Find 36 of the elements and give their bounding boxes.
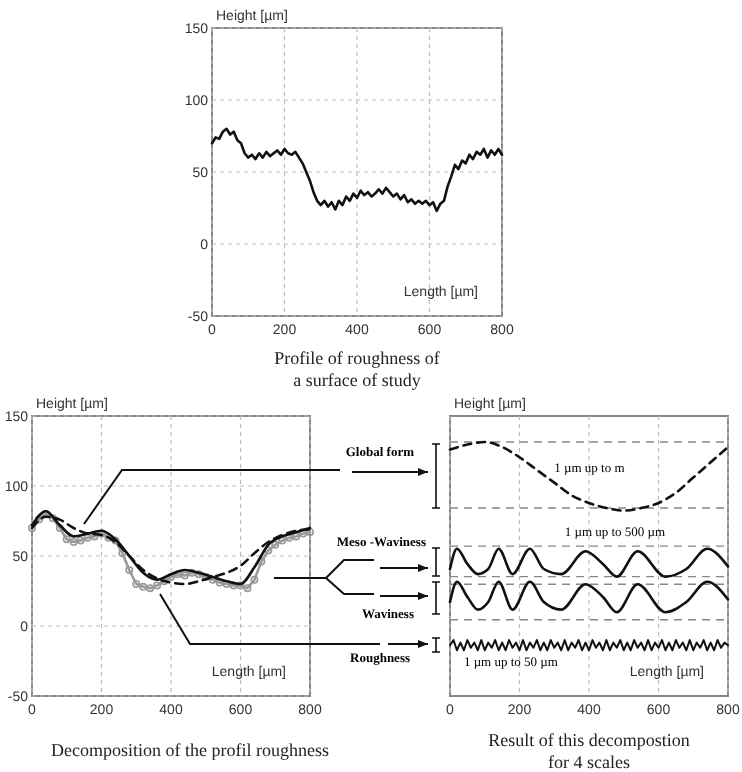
point xyxy=(125,566,134,574)
point xyxy=(250,575,259,584)
point xyxy=(76,536,85,545)
point xyxy=(69,538,78,546)
point xyxy=(146,584,155,593)
point xyxy=(48,514,57,523)
point xyxy=(28,524,36,532)
text: Decomposition of the profil roughness xyxy=(51,740,330,760)
point xyxy=(271,540,280,549)
point xyxy=(180,571,189,580)
point xyxy=(292,532,301,541)
point xyxy=(264,546,273,555)
point xyxy=(285,533,294,542)
point xyxy=(90,532,99,541)
point xyxy=(83,533,92,542)
point xyxy=(215,578,224,587)
point xyxy=(222,580,231,588)
point xyxy=(243,584,252,593)
point xyxy=(187,568,196,577)
line-series xyxy=(210,127,504,213)
point xyxy=(278,536,287,545)
point xyxy=(236,581,245,590)
point xyxy=(173,570,182,579)
point xyxy=(257,557,266,566)
point xyxy=(62,535,71,544)
text: Result of this decompostion for 4 scales xyxy=(488,730,691,772)
point xyxy=(153,581,162,590)
point xyxy=(194,570,203,579)
point xyxy=(132,580,141,588)
point xyxy=(111,536,120,545)
point xyxy=(55,524,64,532)
point xyxy=(139,582,148,591)
text: Profile of roughness of a surface of study xyxy=(274,348,440,390)
point xyxy=(306,528,314,537)
point xyxy=(229,581,238,590)
point xyxy=(118,549,127,558)
